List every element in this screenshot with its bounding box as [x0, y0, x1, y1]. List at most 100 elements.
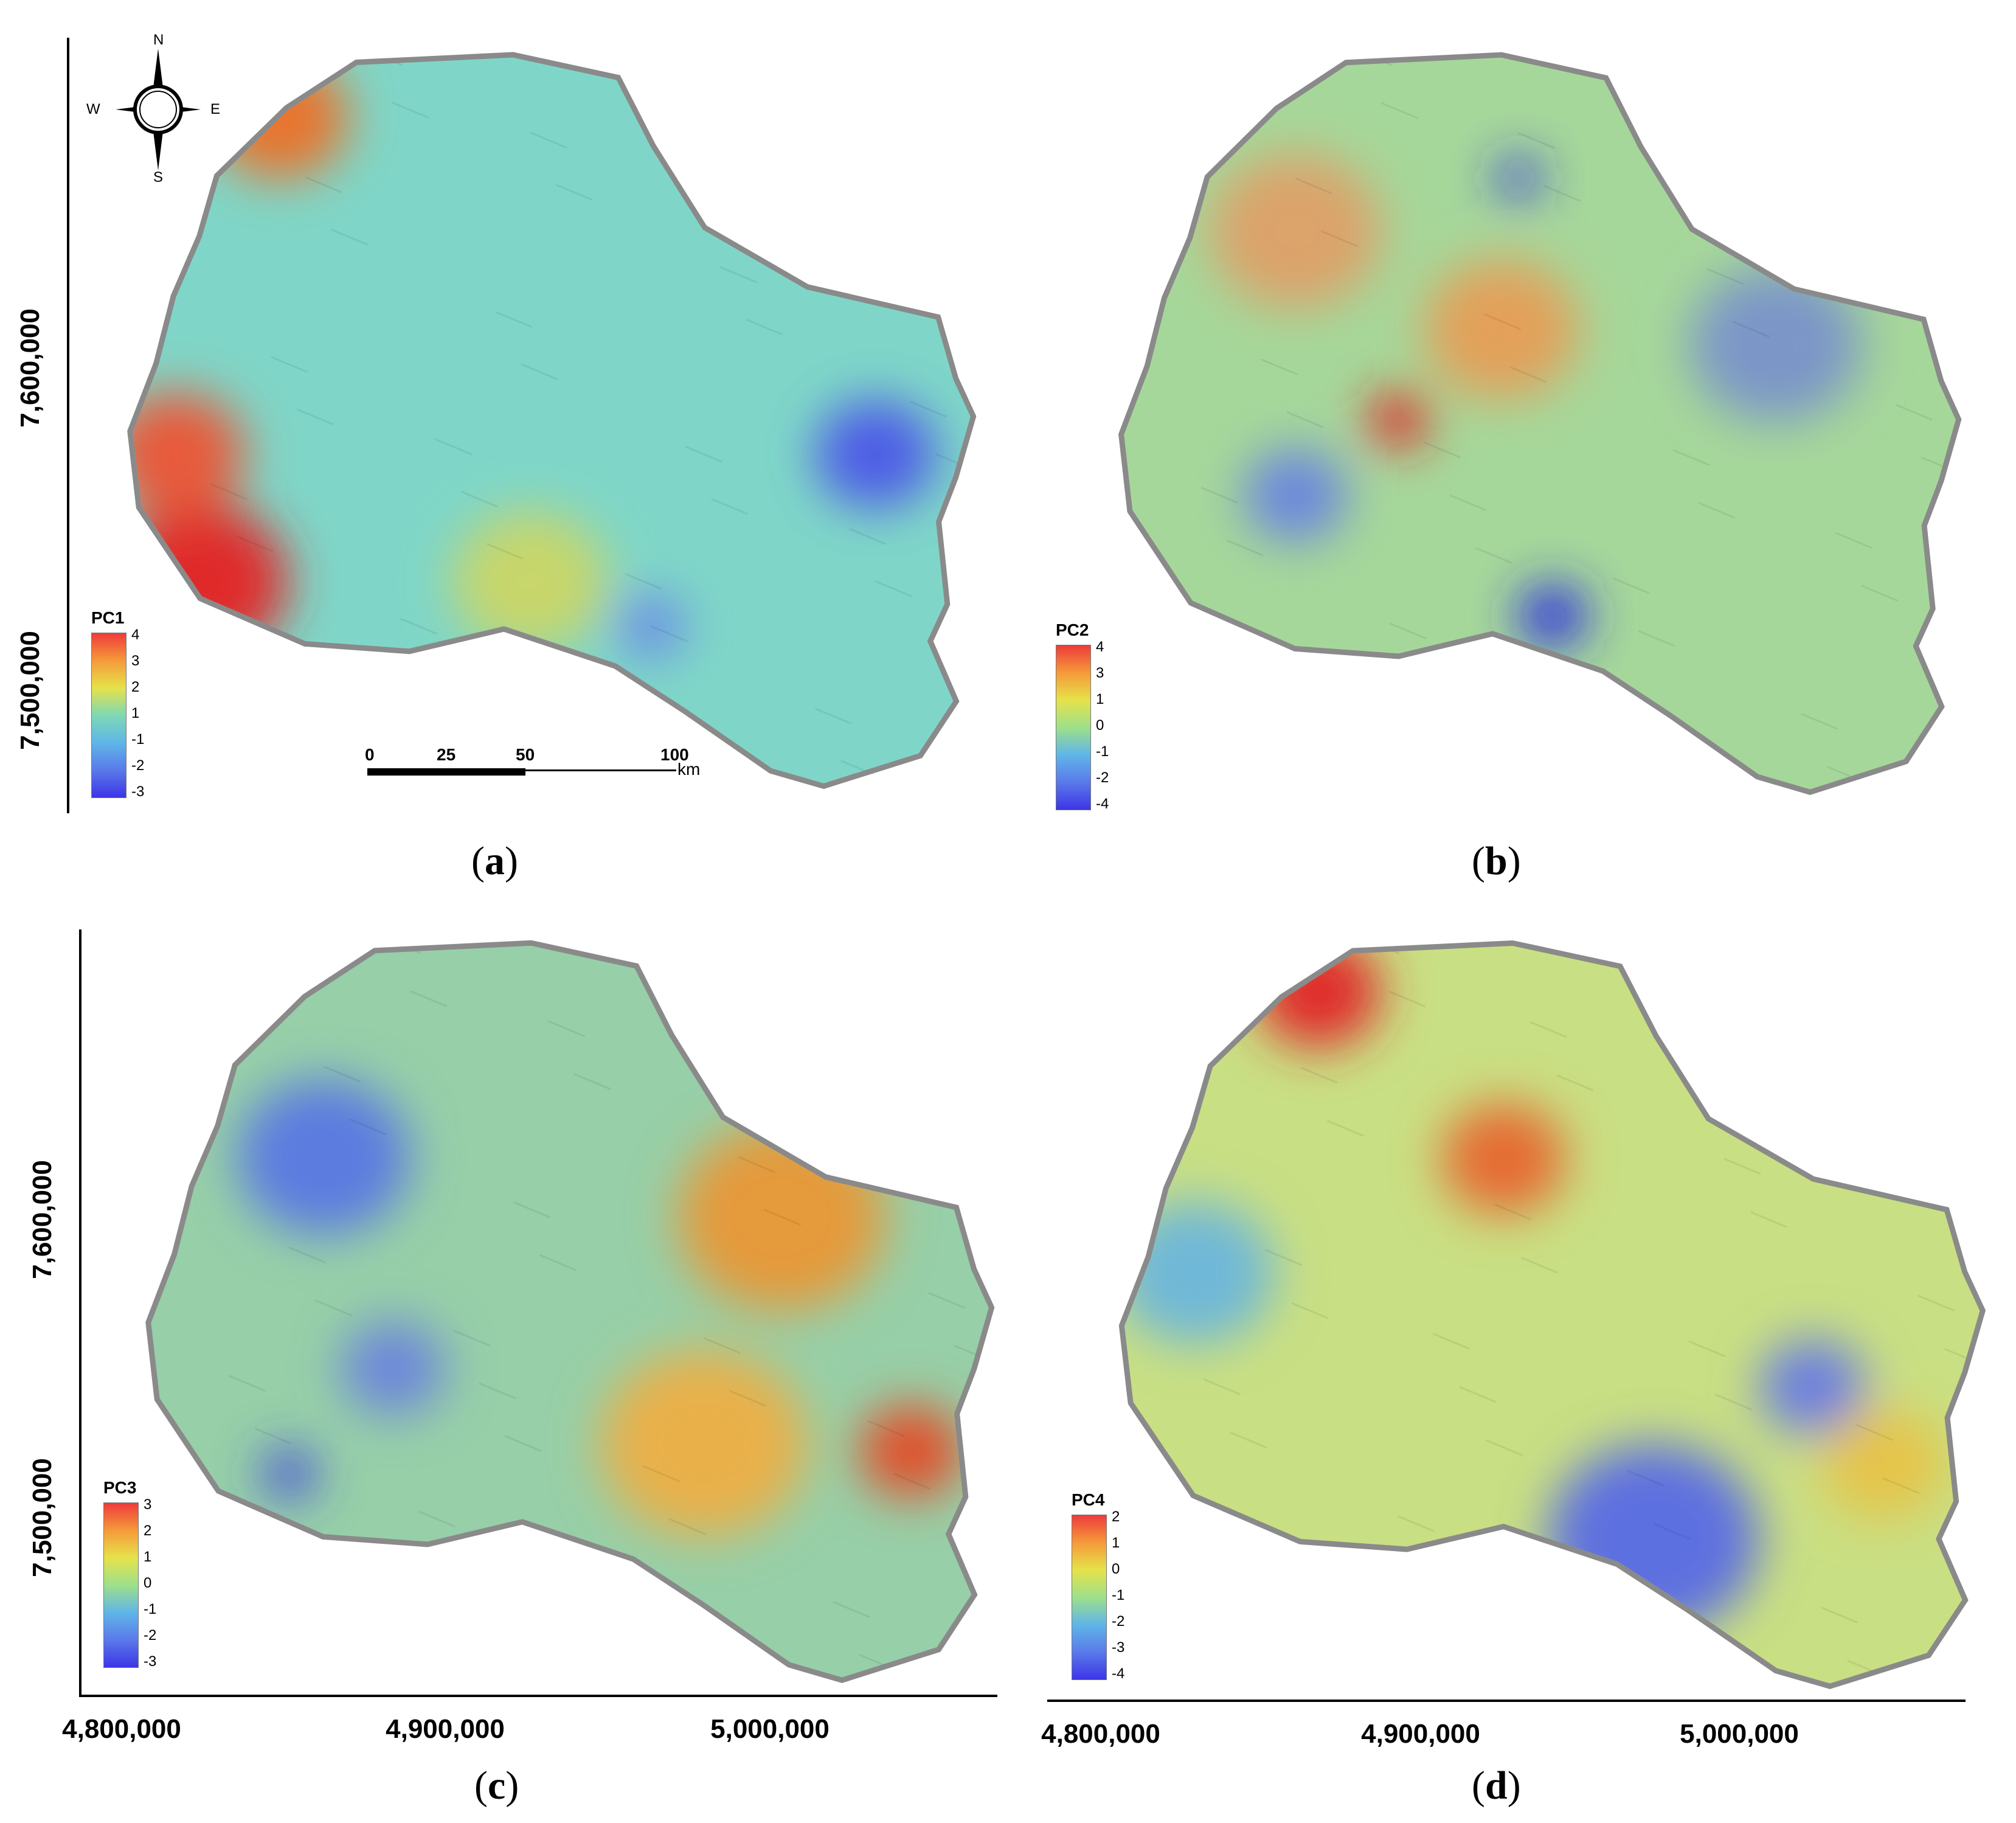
terrain-texture — [1714, 1394, 1753, 1411]
terrain-texture — [1168, 1561, 1206, 1578]
terrain-texture — [1801, 713, 1838, 730]
value-anomaly — [237, 1079, 410, 1235]
terrain-texture — [1855, 1424, 1894, 1441]
terrain-texture — [1578, 758, 1616, 776]
y-axis-label: 7,500,000 — [15, 631, 45, 750]
value-anomaly — [815, 400, 936, 509]
terrain-texture — [573, 1073, 611, 1090]
legend-tick-label: 3 — [144, 1496, 152, 1513]
legend-tick-label: -3 — [1112, 1639, 1125, 1656]
scale-bar-unit: km — [677, 760, 701, 779]
terrain-texture — [608, 1646, 646, 1664]
terrain-texture — [875, 580, 913, 597]
legend-tick-label: -2 — [131, 757, 145, 774]
value-anomaly — [1518, 585, 1587, 647]
map-panel-b — [1003, 0, 2016, 912]
terrain-texture — [289, 1246, 327, 1264]
terrain-texture — [1529, 1021, 1567, 1038]
terrain-texture — [1326, 1120, 1365, 1137]
terrain-texture — [746, 318, 783, 336]
legend-tick-label: 0 — [1096, 717, 1104, 734]
terrain-texture — [487, 543, 524, 560]
terrain-texture — [893, 1473, 931, 1490]
scale-bar-tick-label: 0 — [365, 745, 375, 764]
terrain-texture — [1895, 403, 1933, 421]
value-anomaly — [133, 392, 245, 516]
terrain-texture — [1320, 230, 1359, 248]
terrain-texture — [1979, 1165, 1980, 1182]
x-axis-label: 4,900,000 — [1361, 1719, 1480, 1749]
x-axis-label: 4,900,000 — [386, 1714, 505, 1744]
y-axis-line-c — [79, 929, 81, 1697]
terrain-texture — [305, 176, 342, 193]
terrain-texture — [1604, 57, 1641, 74]
value-anomaly — [341, 1321, 445, 1415]
terrain-texture — [1688, 1340, 1726, 1358]
legend-tick-label: -2 — [144, 1627, 157, 1644]
map-d — [1118, 940, 1986, 1689]
compass-north-label: N — [153, 32, 164, 48]
terrain-texture — [193, 1555, 231, 1573]
value-anomaly — [1759, 1339, 1865, 1435]
caption-a: (a) — [471, 839, 518, 883]
y-axis-label: 7,500,000 — [27, 1458, 57, 1577]
terrain-texture — [418, 1510, 456, 1528]
terrain-texture — [1626, 1470, 1664, 1487]
terrain-texture — [1520, 1257, 1559, 1274]
terrain-texture — [1518, 132, 1556, 150]
terrain-texture — [1286, 411, 1324, 428]
terrain-texture — [738, 1156, 775, 1173]
terrain-texture — [764, 1209, 802, 1226]
terrain-texture — [1380, 102, 1418, 119]
legend-pc4: PC4 2 1 0 -1 -2 -3 -4 — [1072, 1490, 1157, 1691]
terrain-texture — [228, 1375, 266, 1392]
terrain-texture — [391, 102, 429, 119]
terrain-texture — [1389, 622, 1427, 640]
terrain-texture — [1706, 268, 1744, 285]
x-axis-line-c — [79, 1695, 997, 1697]
terrain-texture — [867, 1420, 905, 1437]
terrain-texture — [1200, 487, 1238, 504]
value-anomaly — [1497, 159, 1540, 198]
terrain-texture — [1192, 720, 1230, 738]
terrain-texture — [175, 662, 213, 680]
x-axis-label: 5,000,000 — [710, 1714, 830, 1744]
caption-d: (d) — [1472, 1763, 1521, 1808]
terrain-texture — [505, 1435, 542, 1453]
x-axis-label: 4,800,000 — [62, 1714, 181, 1744]
terrain-texture — [1132, 983, 1171, 1000]
scale-bar-tick-label: 25 — [437, 745, 456, 764]
terrain-texture — [650, 625, 688, 642]
compass-east-label: E — [210, 101, 221, 117]
value-anomaly — [1368, 392, 1429, 447]
scale-bar-tick-label: 50 — [516, 745, 535, 764]
terrain-texture — [1612, 577, 1650, 594]
terrain-texture — [1194, 1614, 1232, 1631]
scale-bar-thin-segment — [525, 769, 676, 771]
terrain-texture — [909, 401, 947, 418]
terrain-texture — [719, 266, 757, 283]
value-anomaly — [263, 1450, 316, 1498]
terrain-texture — [1785, 1029, 1823, 1046]
terrain-texture — [426, 670, 463, 687]
terrain-texture — [1397, 1515, 1435, 1532]
terrain-texture — [1124, 57, 1144, 59]
legend-tick-label: -1 — [144, 1601, 157, 1617]
legend-tick-label: -4 — [1112, 1665, 1125, 1682]
x-axis-label: 5,000,000 — [1680, 1719, 1799, 1749]
value-anomaly — [1821, 1407, 1945, 1519]
legend-tick-label: 1 — [1112, 1535, 1120, 1551]
legend-tick-label: 3 — [131, 653, 140, 669]
terrain-texture — [1230, 1431, 1267, 1449]
terrain-texture — [1300, 1066, 1338, 1084]
terrain-texture — [1291, 1302, 1329, 1319]
terrain-texture — [409, 990, 447, 1007]
compass-icon — [116, 49, 201, 170]
y-axis-label: 7,600,000 — [15, 308, 45, 428]
terrain-texture — [1953, 1112, 1980, 1130]
value-anomaly — [452, 511, 608, 651]
legend-tick-label: 2 — [144, 1523, 152, 1539]
scale-bar-thick-segment — [367, 768, 525, 776]
scale-bar-tick-label: 100 — [660, 745, 689, 764]
legend-title: PC3 — [103, 1478, 137, 1497]
